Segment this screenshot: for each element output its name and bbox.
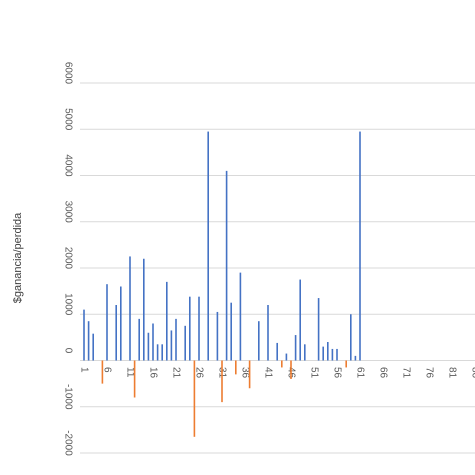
y-tick-label: 3000 [62,201,73,224]
bar [345,360,347,368]
bar [276,342,278,361]
bar [120,286,122,361]
bar [327,342,329,361]
x-tick-label: 71 [400,367,411,379]
y-tick-label: 5000 [62,108,73,131]
bar [133,360,136,398]
bar [138,318,140,361]
bar [175,318,177,361]
x-tick-label: 76 [423,367,434,379]
bar [170,330,173,361]
x-tick-label: 21 [170,367,181,379]
x-tick-label: 41 [262,367,273,379]
y-tick-label: 1000 [62,293,73,316]
bar [304,344,306,361]
bar [189,296,191,361]
bar [161,344,163,361]
y-tick-label: 6000 [62,62,73,85]
bar [221,360,223,403]
bar [267,305,269,361]
bar [239,272,242,361]
bar [87,321,90,361]
y-tick-label: -1000 [62,384,73,410]
bar [166,281,168,361]
bar [317,298,320,361]
bar [207,131,209,361]
bar [143,258,145,361]
x-tick-label: 56 [331,367,342,379]
bar [147,332,150,361]
bar [336,348,338,361]
bar [101,360,104,384]
bar [235,360,237,375]
bar [331,348,334,361]
y-tick-label: 2000 [62,247,73,270]
x-tick-label: 61 [354,367,365,379]
bar [83,309,85,361]
bar [198,296,200,361]
bar [216,311,219,361]
bar [290,360,292,379]
bar [92,333,94,361]
x-tick-label: 51 [308,367,319,379]
bar [359,131,361,361]
bar [294,335,297,361]
x-tick-label: 16 [147,367,158,379]
bar [129,256,131,361]
y-tick-label: 4000 [62,154,73,177]
x-tick-label: 1 [78,367,89,373]
bar [184,325,186,361]
bar [230,302,232,361]
bar [350,314,352,361]
bar [156,344,159,361]
bar [299,279,301,361]
bar [225,170,228,361]
x-tick-label: 6 [101,367,112,373]
bar [106,284,108,361]
x-tick-label: 86 [469,367,475,379]
y-tick-label: 0 [62,348,73,354]
x-tick-label: 81 [446,367,457,379]
x-tick-label: 36 [239,367,250,379]
bar [248,360,251,389]
bar [258,321,260,361]
bar [193,360,196,437]
bar [322,346,324,361]
x-tick-label: 66 [377,367,388,379]
bar [115,305,117,361]
bar [285,353,288,361]
x-tick-label: 11 [124,367,135,378]
bar [281,360,283,368]
bar [152,323,154,361]
x-tick-label: 26 [193,367,204,379]
y-axis-title: $ganancia/perdida [12,212,24,303]
y-tick-label: -2000 [62,430,73,456]
bar [354,355,357,361]
